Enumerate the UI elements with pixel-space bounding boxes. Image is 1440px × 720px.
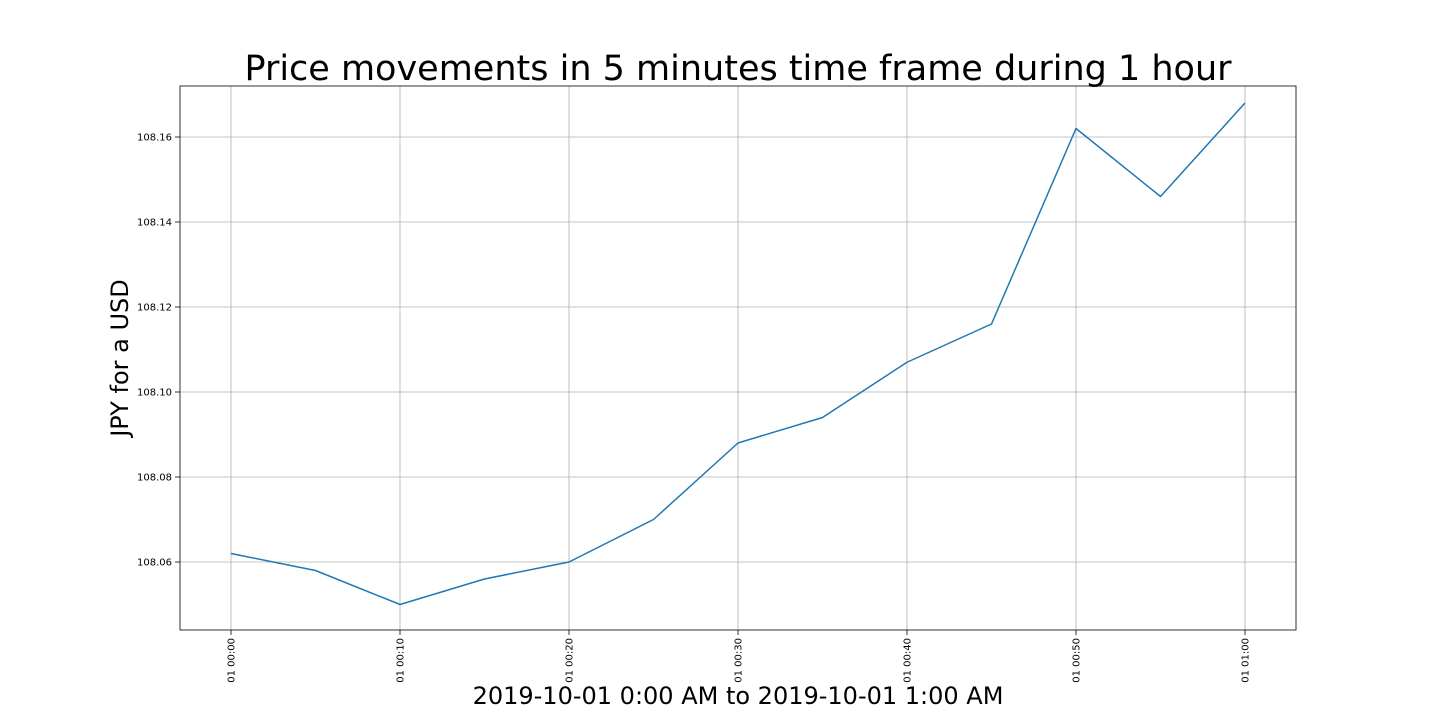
chart-title: Price movements in 5 minutes time frame … xyxy=(244,49,1232,89)
y-axis: 108.06 108.08 108.10 108.12 108.14 108.16 xyxy=(137,133,180,569)
y-tick-label: 108.12 xyxy=(137,303,172,314)
x-axis-label: 2019-10-01 0:00 AM to 2019-10-01 1:00 AM xyxy=(473,682,1004,710)
y-tick-label: 108.14 xyxy=(137,218,172,229)
y-tick-label: 108.08 xyxy=(137,473,172,484)
y-tick-label: 108.10 xyxy=(137,388,172,399)
x-tick-label: 01 00:10 xyxy=(396,638,407,683)
x-tick-label: 01 01:00 xyxy=(1241,638,1252,683)
grid-lines xyxy=(180,86,1296,630)
x-tick-label: 01 00:50 xyxy=(1072,638,1083,683)
x-tick-label: 01 00:40 xyxy=(903,638,914,683)
x-tick-label: 01 00:20 xyxy=(565,638,576,683)
x-axis: 01 00:00 01 00:10 01 00:20 01 00:30 01 00:40… xyxy=(227,630,1252,683)
x-tick-label: 01 00:00 xyxy=(227,638,238,683)
y-axis-label: JPY for a USD xyxy=(106,279,134,439)
y-tick-label: 108.16 xyxy=(137,133,172,144)
series-group xyxy=(230,102,1246,606)
y-tick-label: 108.06 xyxy=(137,558,172,569)
x-tick-label: 01 00:30 xyxy=(734,638,745,683)
series-line xyxy=(230,102,1246,606)
